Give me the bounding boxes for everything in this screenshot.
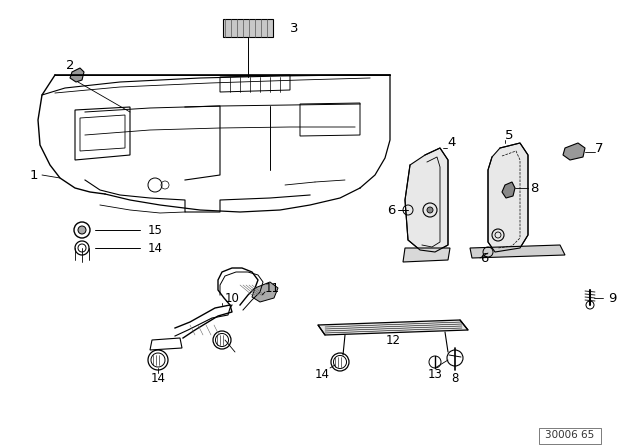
Text: 14: 14 [148, 241, 163, 254]
Text: 1: 1 [29, 168, 38, 181]
Polygon shape [403, 248, 450, 262]
Circle shape [427, 207, 433, 213]
Text: 8: 8 [530, 181, 538, 194]
Polygon shape [470, 245, 565, 258]
Text: 10: 10 [225, 292, 240, 305]
Text: 11: 11 [265, 281, 280, 294]
Text: 6: 6 [480, 251, 488, 264]
Polygon shape [405, 148, 448, 252]
Polygon shape [563, 143, 585, 160]
Polygon shape [488, 143, 528, 252]
Text: 14: 14 [315, 369, 330, 382]
Text: 4: 4 [447, 135, 456, 148]
Text: 14: 14 [150, 371, 166, 384]
Circle shape [78, 226, 86, 234]
Polygon shape [70, 68, 84, 82]
Text: 3: 3 [290, 22, 298, 34]
Polygon shape [318, 320, 468, 335]
Polygon shape [252, 282, 278, 302]
Polygon shape [223, 19, 273, 37]
Text: 8: 8 [451, 371, 459, 384]
Text: 12: 12 [385, 333, 401, 346]
Text: 13: 13 [428, 369, 442, 382]
Text: 6: 6 [387, 203, 395, 216]
Text: 15: 15 [148, 224, 163, 237]
Text: 5: 5 [505, 129, 513, 142]
Text: 9: 9 [608, 292, 616, 305]
Text: 7: 7 [595, 142, 604, 155]
Text: 30006 65: 30006 65 [545, 430, 595, 440]
Text: 2: 2 [66, 59, 74, 72]
Polygon shape [502, 182, 515, 198]
